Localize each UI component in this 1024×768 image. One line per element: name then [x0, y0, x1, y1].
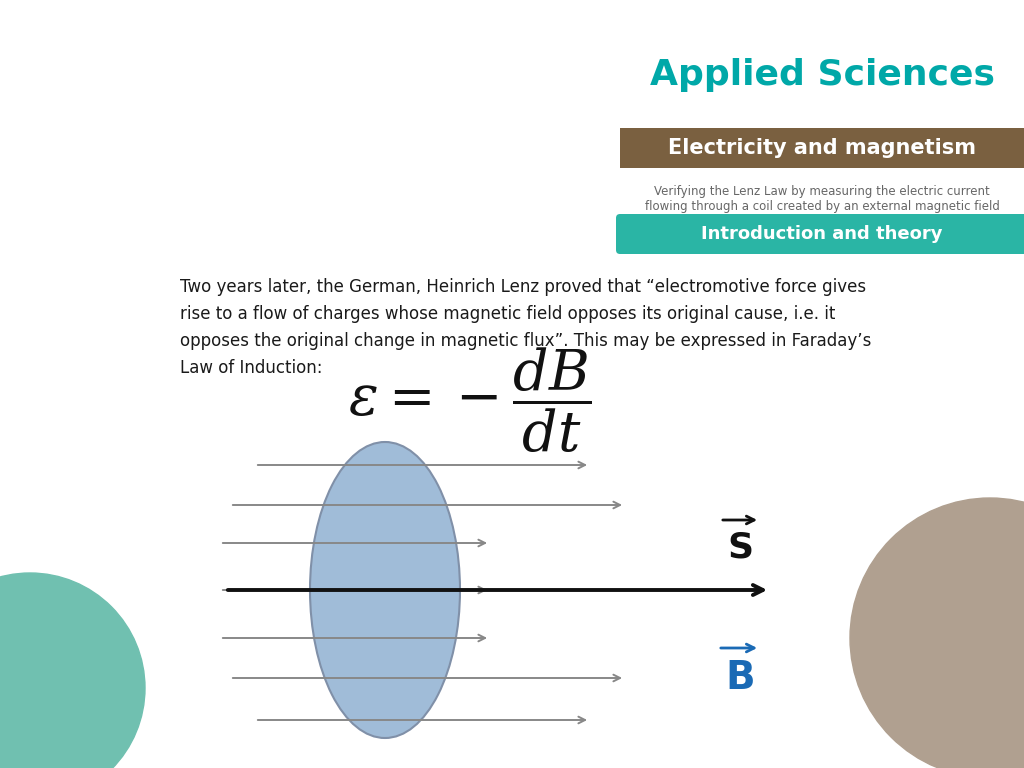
Circle shape — [850, 498, 1024, 768]
Text: S: S — [727, 531, 753, 565]
Text: flowing through a coil created by an external magnetic field: flowing through a coil created by an ext… — [644, 200, 999, 213]
Bar — [620, 128, 1024, 168]
Text: $\varepsilon = -\dfrac{dB}{dt}$: $\varepsilon = -\dfrac{dB}{dt}$ — [348, 346, 592, 455]
Text: Verifying the Lenz Law by measuring the electric current: Verifying the Lenz Law by measuring the … — [654, 185, 990, 198]
Text: B: B — [725, 659, 755, 697]
FancyBboxPatch shape — [616, 214, 1024, 254]
Circle shape — [0, 573, 145, 768]
Ellipse shape — [310, 442, 460, 738]
Text: Introduction and theory: Introduction and theory — [701, 225, 943, 243]
Text: Electricity and magnetism: Electricity and magnetism — [668, 138, 976, 158]
Text: Two years later, the German, Heinrich Lenz proved that “electromotive force give: Two years later, the German, Heinrich Le… — [180, 278, 871, 377]
Text: Applied Sciences: Applied Sciences — [649, 58, 994, 92]
